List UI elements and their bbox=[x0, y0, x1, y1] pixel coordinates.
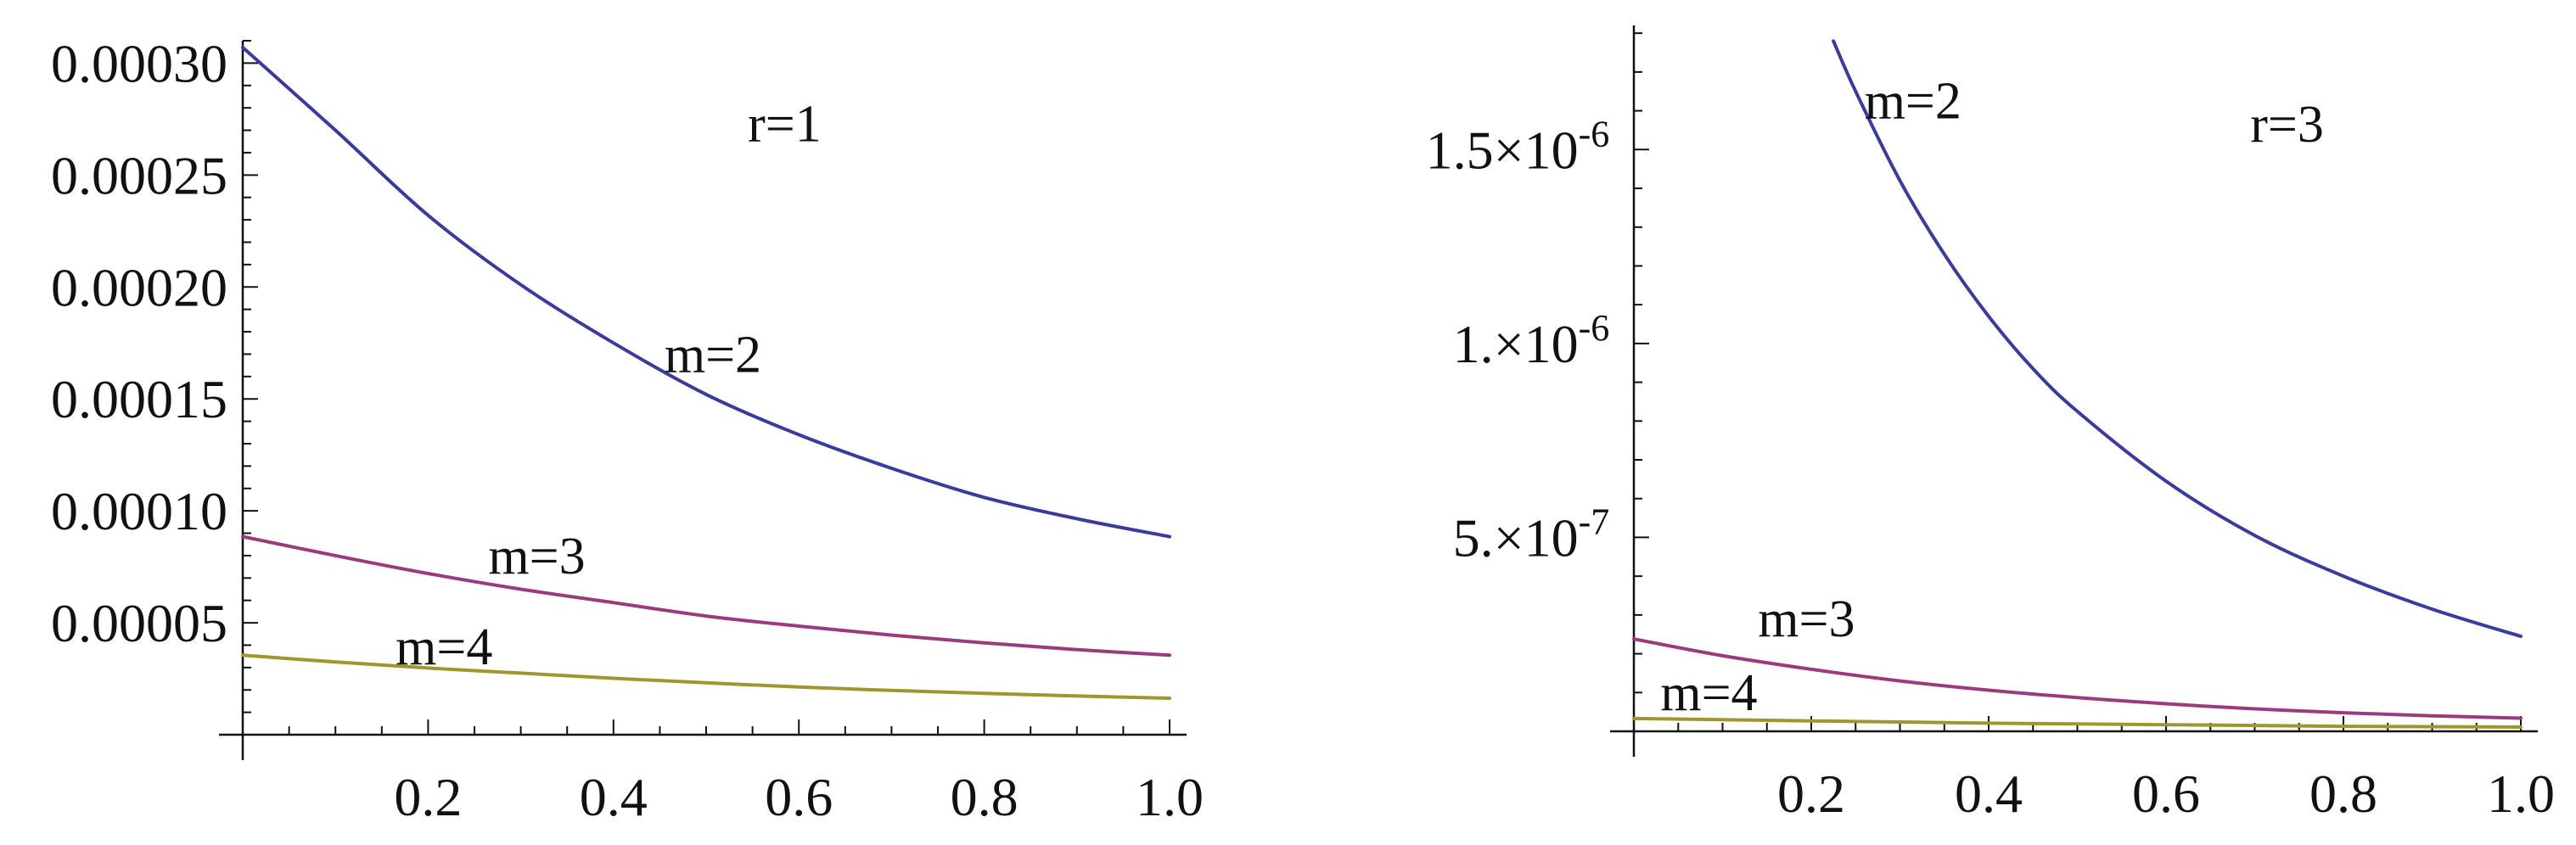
x-tick-label: 0.4 bbox=[1955, 764, 2023, 824]
panel-annotation: r=3 bbox=[2250, 96, 2324, 154]
series-label: m=3 bbox=[1758, 590, 1855, 648]
y-tick-label: 1.×10-6 bbox=[1453, 307, 1613, 374]
x-tick-label: 0.2 bbox=[1777, 764, 1845, 824]
series-label: m=4 bbox=[396, 618, 492, 676]
y-tick-label: 1.5×10-6 bbox=[1426, 113, 1613, 180]
x-tick-label: 0.6 bbox=[2132, 764, 2200, 824]
panel-annotation: r=1 bbox=[748, 96, 822, 154]
series-line-m=4 bbox=[241, 653, 1171, 700]
y-tick-label: 0.00030 bbox=[51, 33, 227, 93]
y-tick-label: 0.00020 bbox=[51, 257, 227, 317]
y-tick-label: 0.00005 bbox=[51, 593, 227, 653]
x-tick-label: 0.4 bbox=[580, 767, 648, 827]
series-line-m=4 bbox=[1632, 716, 2523, 729]
chart-r3: 0.2 0.4 0.6 0.8 1.05.×10-7 1.×10-6 1.5×10-6 … bbox=[1426, 25, 2555, 824]
series-line-m=3 bbox=[1632, 637, 2523, 720]
series-label: m=2 bbox=[665, 327, 761, 384]
y-tick-label: 0.00015 bbox=[51, 369, 227, 429]
series-line-m=2 bbox=[1832, 39, 2523, 638]
series-label: m=2 bbox=[1865, 73, 1961, 131]
series-label: m=3 bbox=[488, 528, 585, 585]
series-line-m=2 bbox=[241, 45, 1171, 539]
x-tick-label: 1.0 bbox=[1136, 767, 1204, 827]
series-line-m=3 bbox=[241, 534, 1171, 658]
chart-r1: 0.2 0.4 0.6 0.8 1.0 0.00005 0.00010 0.00015 0.00… bbox=[51, 33, 1204, 827]
x-tick-label: 0.6 bbox=[765, 767, 833, 827]
x-tick-label: 0.8 bbox=[951, 767, 1019, 827]
x-tick-label: 0.8 bbox=[2309, 764, 2377, 824]
x-tick-label: 0.2 bbox=[394, 767, 462, 827]
y-tick-label: 0.00010 bbox=[51, 481, 227, 541]
y-tick-label: 0.00025 bbox=[51, 145, 227, 205]
series-label: m=4 bbox=[1660, 664, 1757, 722]
x-tick-label: 1.0 bbox=[2487, 764, 2555, 824]
y-tick-label: 5.×10-7 bbox=[1453, 501, 1613, 568]
